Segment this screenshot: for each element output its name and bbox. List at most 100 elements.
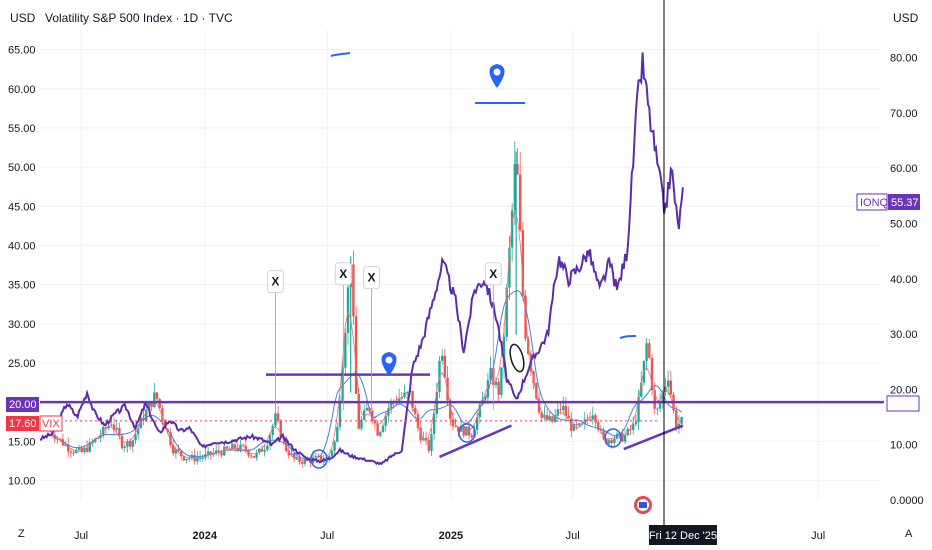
vix-candle [513, 163, 517, 211]
vix-candle [110, 424, 113, 426]
time-axis-tick: Jul [566, 530, 580, 542]
vix-candle [241, 444, 245, 446]
vix-candle [470, 435, 473, 438]
vix-candle [231, 444, 234, 450]
vix-candle [171, 444, 175, 454]
vix-candle [344, 333, 347, 368]
vix-candle [419, 427, 422, 441]
vix-candle [427, 439, 430, 451]
vix-candle [443, 355, 447, 378]
left-axis-unit[interactable]: USD [10, 11, 36, 25]
vix-candle [260, 448, 264, 452]
left-axis-tick: 15.00 [8, 436, 36, 448]
event-flag-icon[interactable] [634, 496, 652, 514]
vix-candle [416, 414, 420, 428]
ionq-series-label: IONQ [860, 197, 889, 209]
vix-candle [430, 434, 433, 451]
right-axis-tick: 60.00 [890, 163, 918, 175]
vix-candle [505, 287, 508, 337]
vix-candle [314, 455, 317, 458]
ionq-series [39, 52, 684, 466]
time-axis[interactable]: Jul 2024 Jul 2025 Jul Fri 12 Dec '25 Jul [74, 525, 825, 545]
corner-label-left[interactable]: Z [18, 528, 25, 540]
vix-candle [341, 367, 344, 401]
vix-candle [532, 371, 535, 384]
vix-candle [239, 444, 242, 451]
vix-candle [120, 435, 124, 449]
vix-candle [180, 451, 183, 457]
vix-candle [274, 413, 277, 426]
vix-candle [675, 410, 678, 429]
vix-series-label: VIX [42, 418, 60, 430]
vix-candle [648, 343, 651, 358]
right-axis-unit[interactable]: USD [893, 11, 919, 25]
marker-box [266, 270, 284, 294]
time-axis-tick: Jul [811, 530, 825, 542]
right-axis-tick: 50.00 [890, 219, 918, 231]
vix-candle [177, 448, 180, 452]
marker-box [363, 266, 381, 290]
vix-candle [319, 455, 323, 462]
vix-candle [650, 357, 654, 391]
bottom-circle [604, 428, 622, 448]
right-axis-tick: 30.00 [890, 329, 918, 341]
time-axis-tick: Jul [320, 530, 334, 542]
vix-candle [209, 451, 213, 455]
vix-candle [484, 397, 487, 400]
vix-candle [387, 408, 390, 416]
vix-candle [198, 457, 202, 459]
vix-candle [317, 455, 320, 457]
vix-candle [406, 392, 409, 394]
vix-candle [134, 434, 137, 441]
vix-candle [244, 445, 247, 451]
pin-shape [489, 64, 505, 88]
vix-candle [669, 380, 673, 395]
left-axis-tick: 60.00 [8, 84, 36, 96]
vix-candle [457, 426, 460, 432]
vix-candle [510, 210, 514, 248]
chart-title[interactable]: Volatility S&P 500 Index · 1D · TVC [45, 11, 233, 25]
vix-candle [290, 453, 293, 456]
vix-candle [220, 452, 223, 456]
vix-candle [553, 415, 557, 422]
corner-label-right[interactable]: A [905, 528, 913, 540]
vix-candle [486, 379, 490, 398]
vix-candle [400, 397, 404, 399]
cursor-date-badge [648, 525, 717, 545]
vix-candle [610, 440, 613, 444]
vix-candle [658, 401, 662, 409]
vix-candle [69, 451, 73, 453]
marker-x-label: X [339, 267, 347, 281]
vix-candle [680, 417, 683, 424]
vix-candle [158, 398, 161, 409]
vix-candle [376, 423, 379, 436]
vix-candle [161, 408, 164, 421]
vix-candle [357, 393, 360, 429]
vix-candle [500, 367, 503, 395]
vix-candle [567, 416, 570, 419]
bottom-circle [310, 449, 328, 469]
vix-price-badge: 17.60 VIX [6, 415, 63, 432]
vix-candle [284, 439, 288, 452]
location-pin-icon [381, 352, 397, 376]
vix-candle [118, 428, 121, 436]
vix-candle [236, 448, 239, 451]
marker-x-label: X [368, 271, 376, 285]
vix-candle [271, 425, 274, 435]
vix-candle [502, 336, 506, 368]
vix-candle [295, 457, 299, 459]
vix-candle [586, 419, 589, 421]
vix-candle [276, 413, 280, 421]
vix-candle [182, 456, 186, 461]
vix-candle [255, 452, 258, 458]
marker-box [334, 262, 352, 286]
vix-candle [403, 392, 406, 398]
vix-candle [478, 404, 482, 418]
right-axis-tick: 10.00 [890, 440, 918, 452]
vix-candle [594, 415, 597, 423]
right-price-axis[interactable]: 0.0000 10.00 20.00 30.00 40.00 50.00 60.00 70.0… [890, 53, 924, 507]
vix-candle [249, 455, 253, 457]
vix-candle [379, 431, 382, 436]
vix-candle [559, 409, 562, 411]
